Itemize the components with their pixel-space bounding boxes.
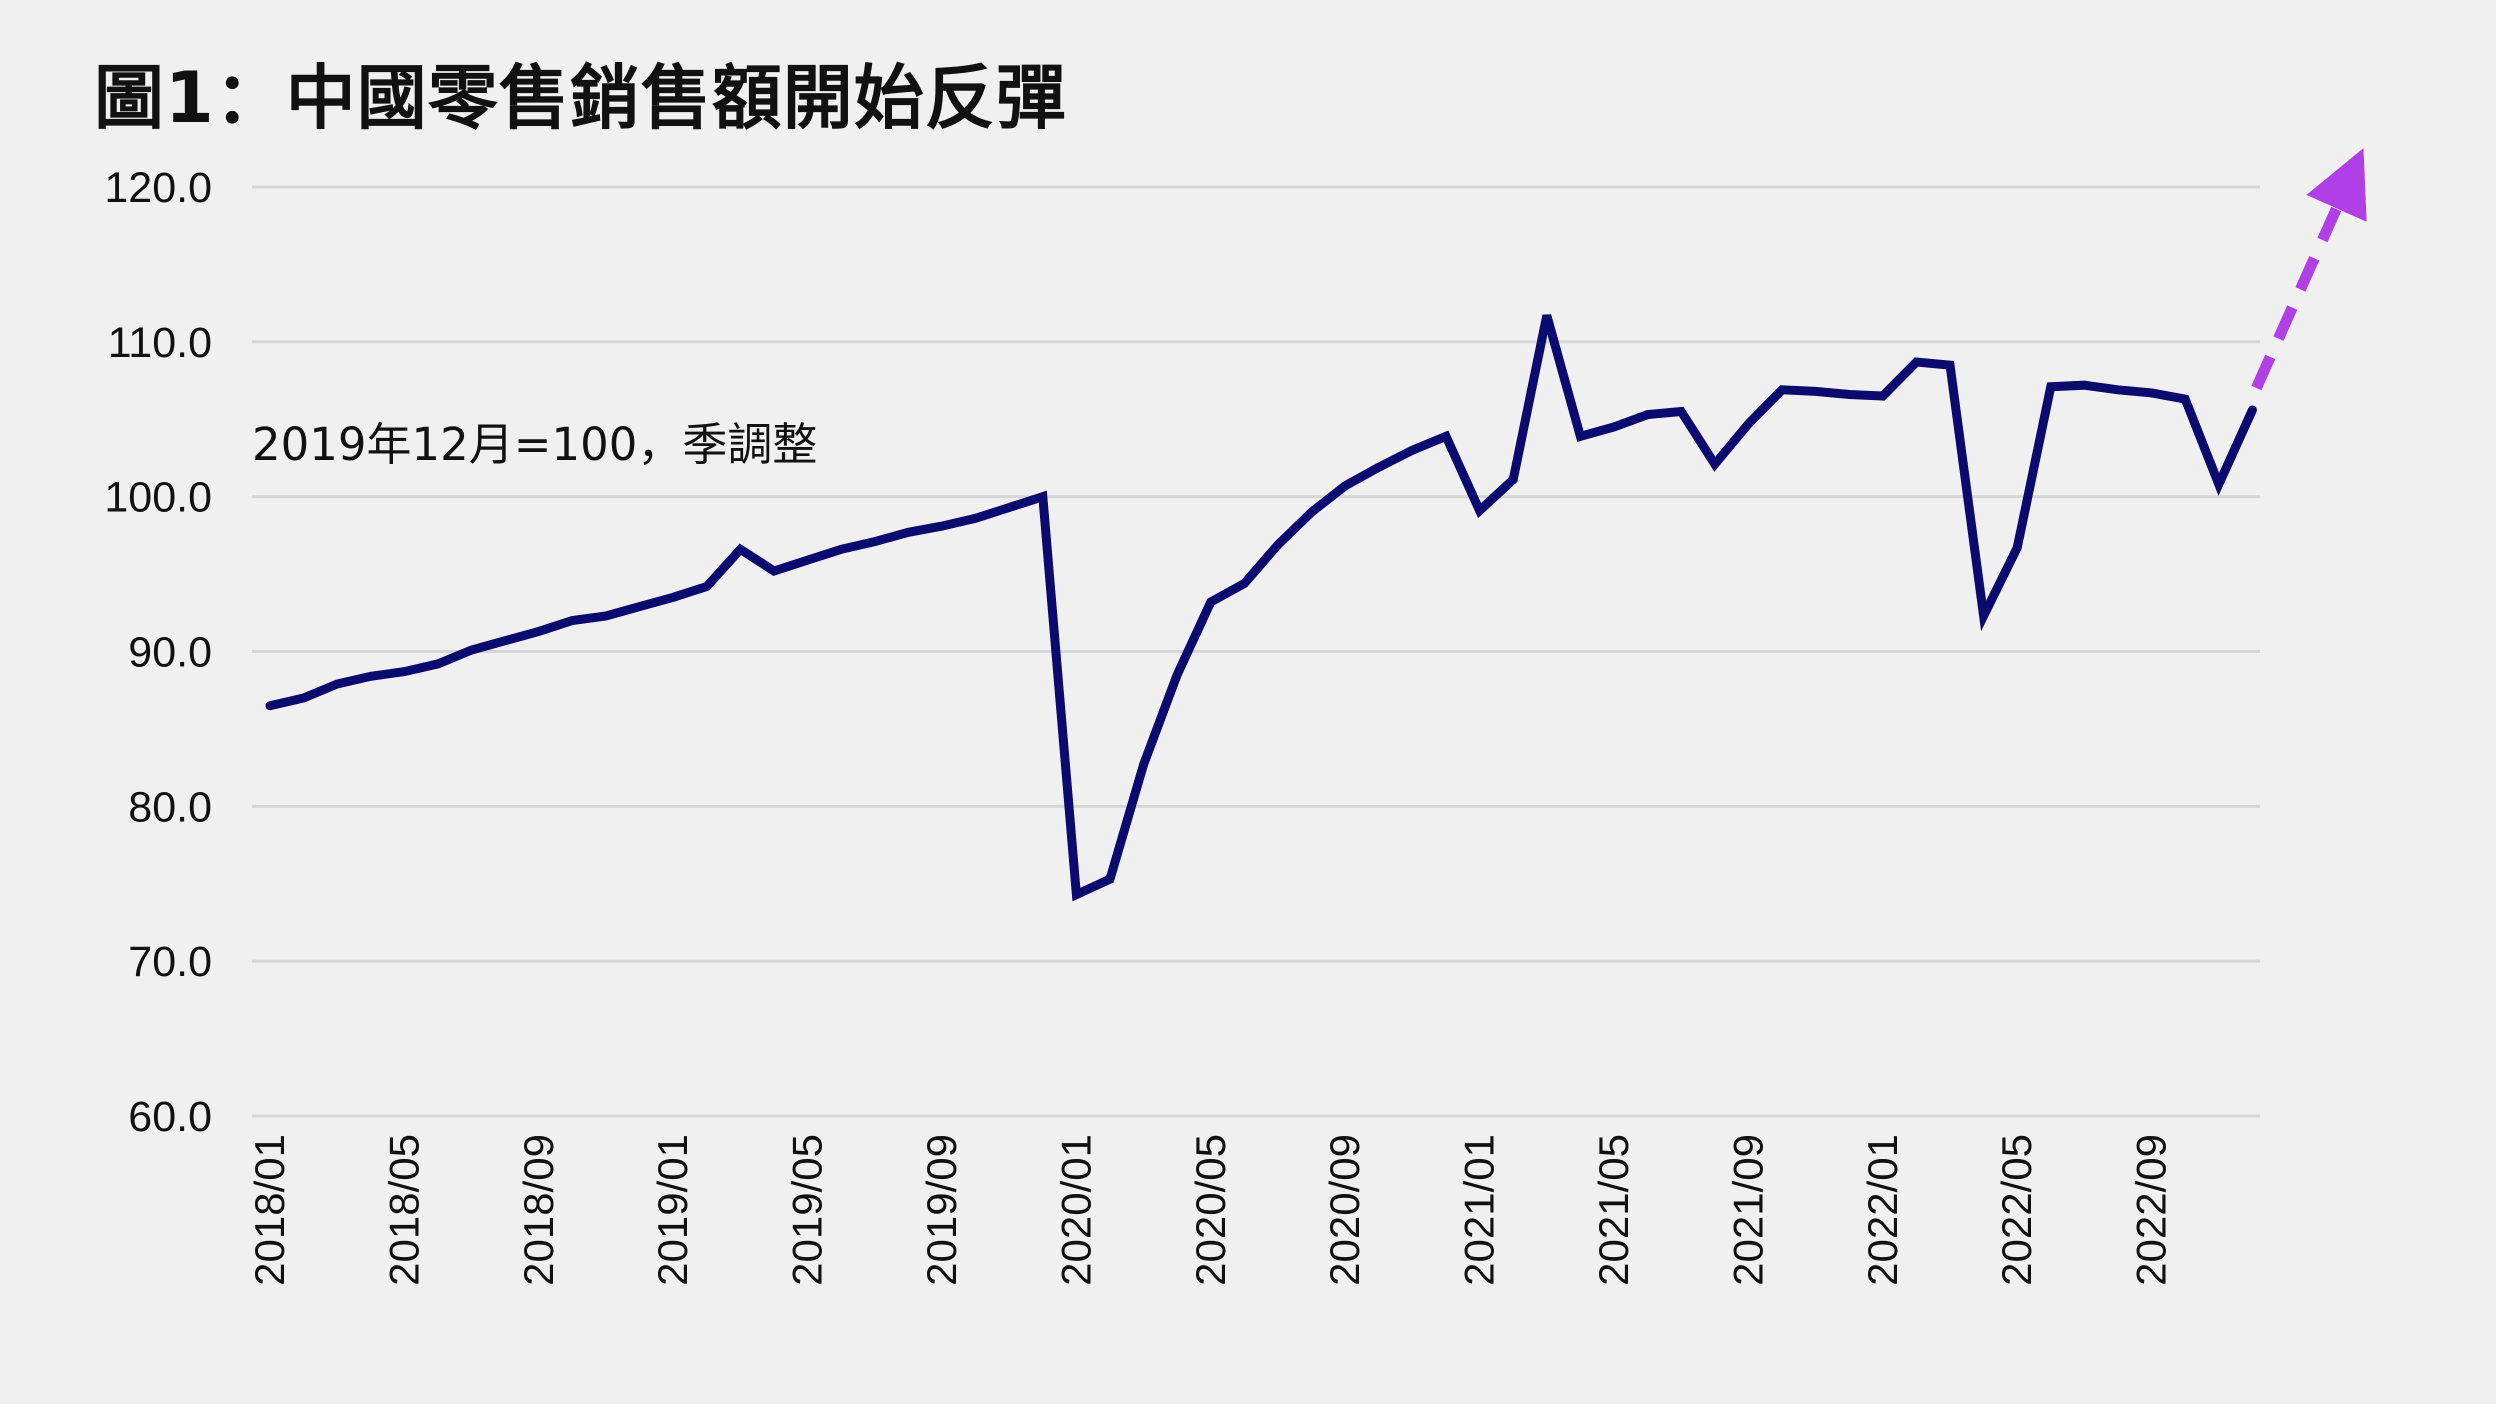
series-line-group [265, 314, 2257, 902]
y-tick-label: 60.0 [128, 1093, 212, 1141]
x-tick-label: 2020/09 [1321, 1134, 1368, 1286]
x-tick-label: 2022/01 [1859, 1134, 1906, 1286]
chart-title: 圖1：中國零售銷售額開始反彈 [94, 57, 1067, 139]
x-tick-label: 2020/01 [1052, 1134, 1099, 1286]
x-tick-label: 2020/05 [1187, 1134, 1234, 1286]
chart-annotation: 2019年12月=100，季調整 [252, 418, 817, 471]
trend-arrow-group [2251, 148, 2367, 391]
y-tick-label: 90.0 [128, 629, 212, 677]
x-tick-label: 2019/01 [649, 1134, 696, 1286]
y-tick-label: 110.0 [108, 319, 212, 367]
y-axis-ticks: 60.0 70.0 80.0 90.0 100.0 110.0 120.0 [104, 164, 212, 1141]
x-tick-label: 2019/05 [784, 1134, 831, 1286]
x-tick-label: 2021/05 [1590, 1134, 1637, 1286]
x-tick-label: 2018/09 [515, 1134, 562, 1286]
gridlines [252, 185, 2260, 1118]
y-tick-label: 100.0 [104, 474, 212, 522]
series-line [265, 314, 2257, 902]
trend-arrow [2251, 148, 2367, 391]
y-tick-label: 120.0 [104, 164, 212, 212]
x-tick-label: 2022/09 [2128, 1134, 2175, 1286]
x-tick-label: 2019/09 [918, 1134, 965, 1286]
x-tick-label: 2021/09 [1724, 1134, 1771, 1286]
x-axis-ticks: 2018/01 2018/05 2018/09 2019/01 2019/05 2019/… [246, 1134, 2175, 1286]
x-tick-label: 2018/01 [246, 1134, 293, 1286]
y-tick-label: 70.0 [128, 938, 212, 986]
x-tick-label: 2018/05 [380, 1134, 427, 1286]
x-tick-label: 2021/01 [1456, 1134, 1503, 1286]
x-tick-label: 2022/05 [1993, 1134, 2040, 1286]
y-tick-label: 80.0 [128, 783, 212, 831]
